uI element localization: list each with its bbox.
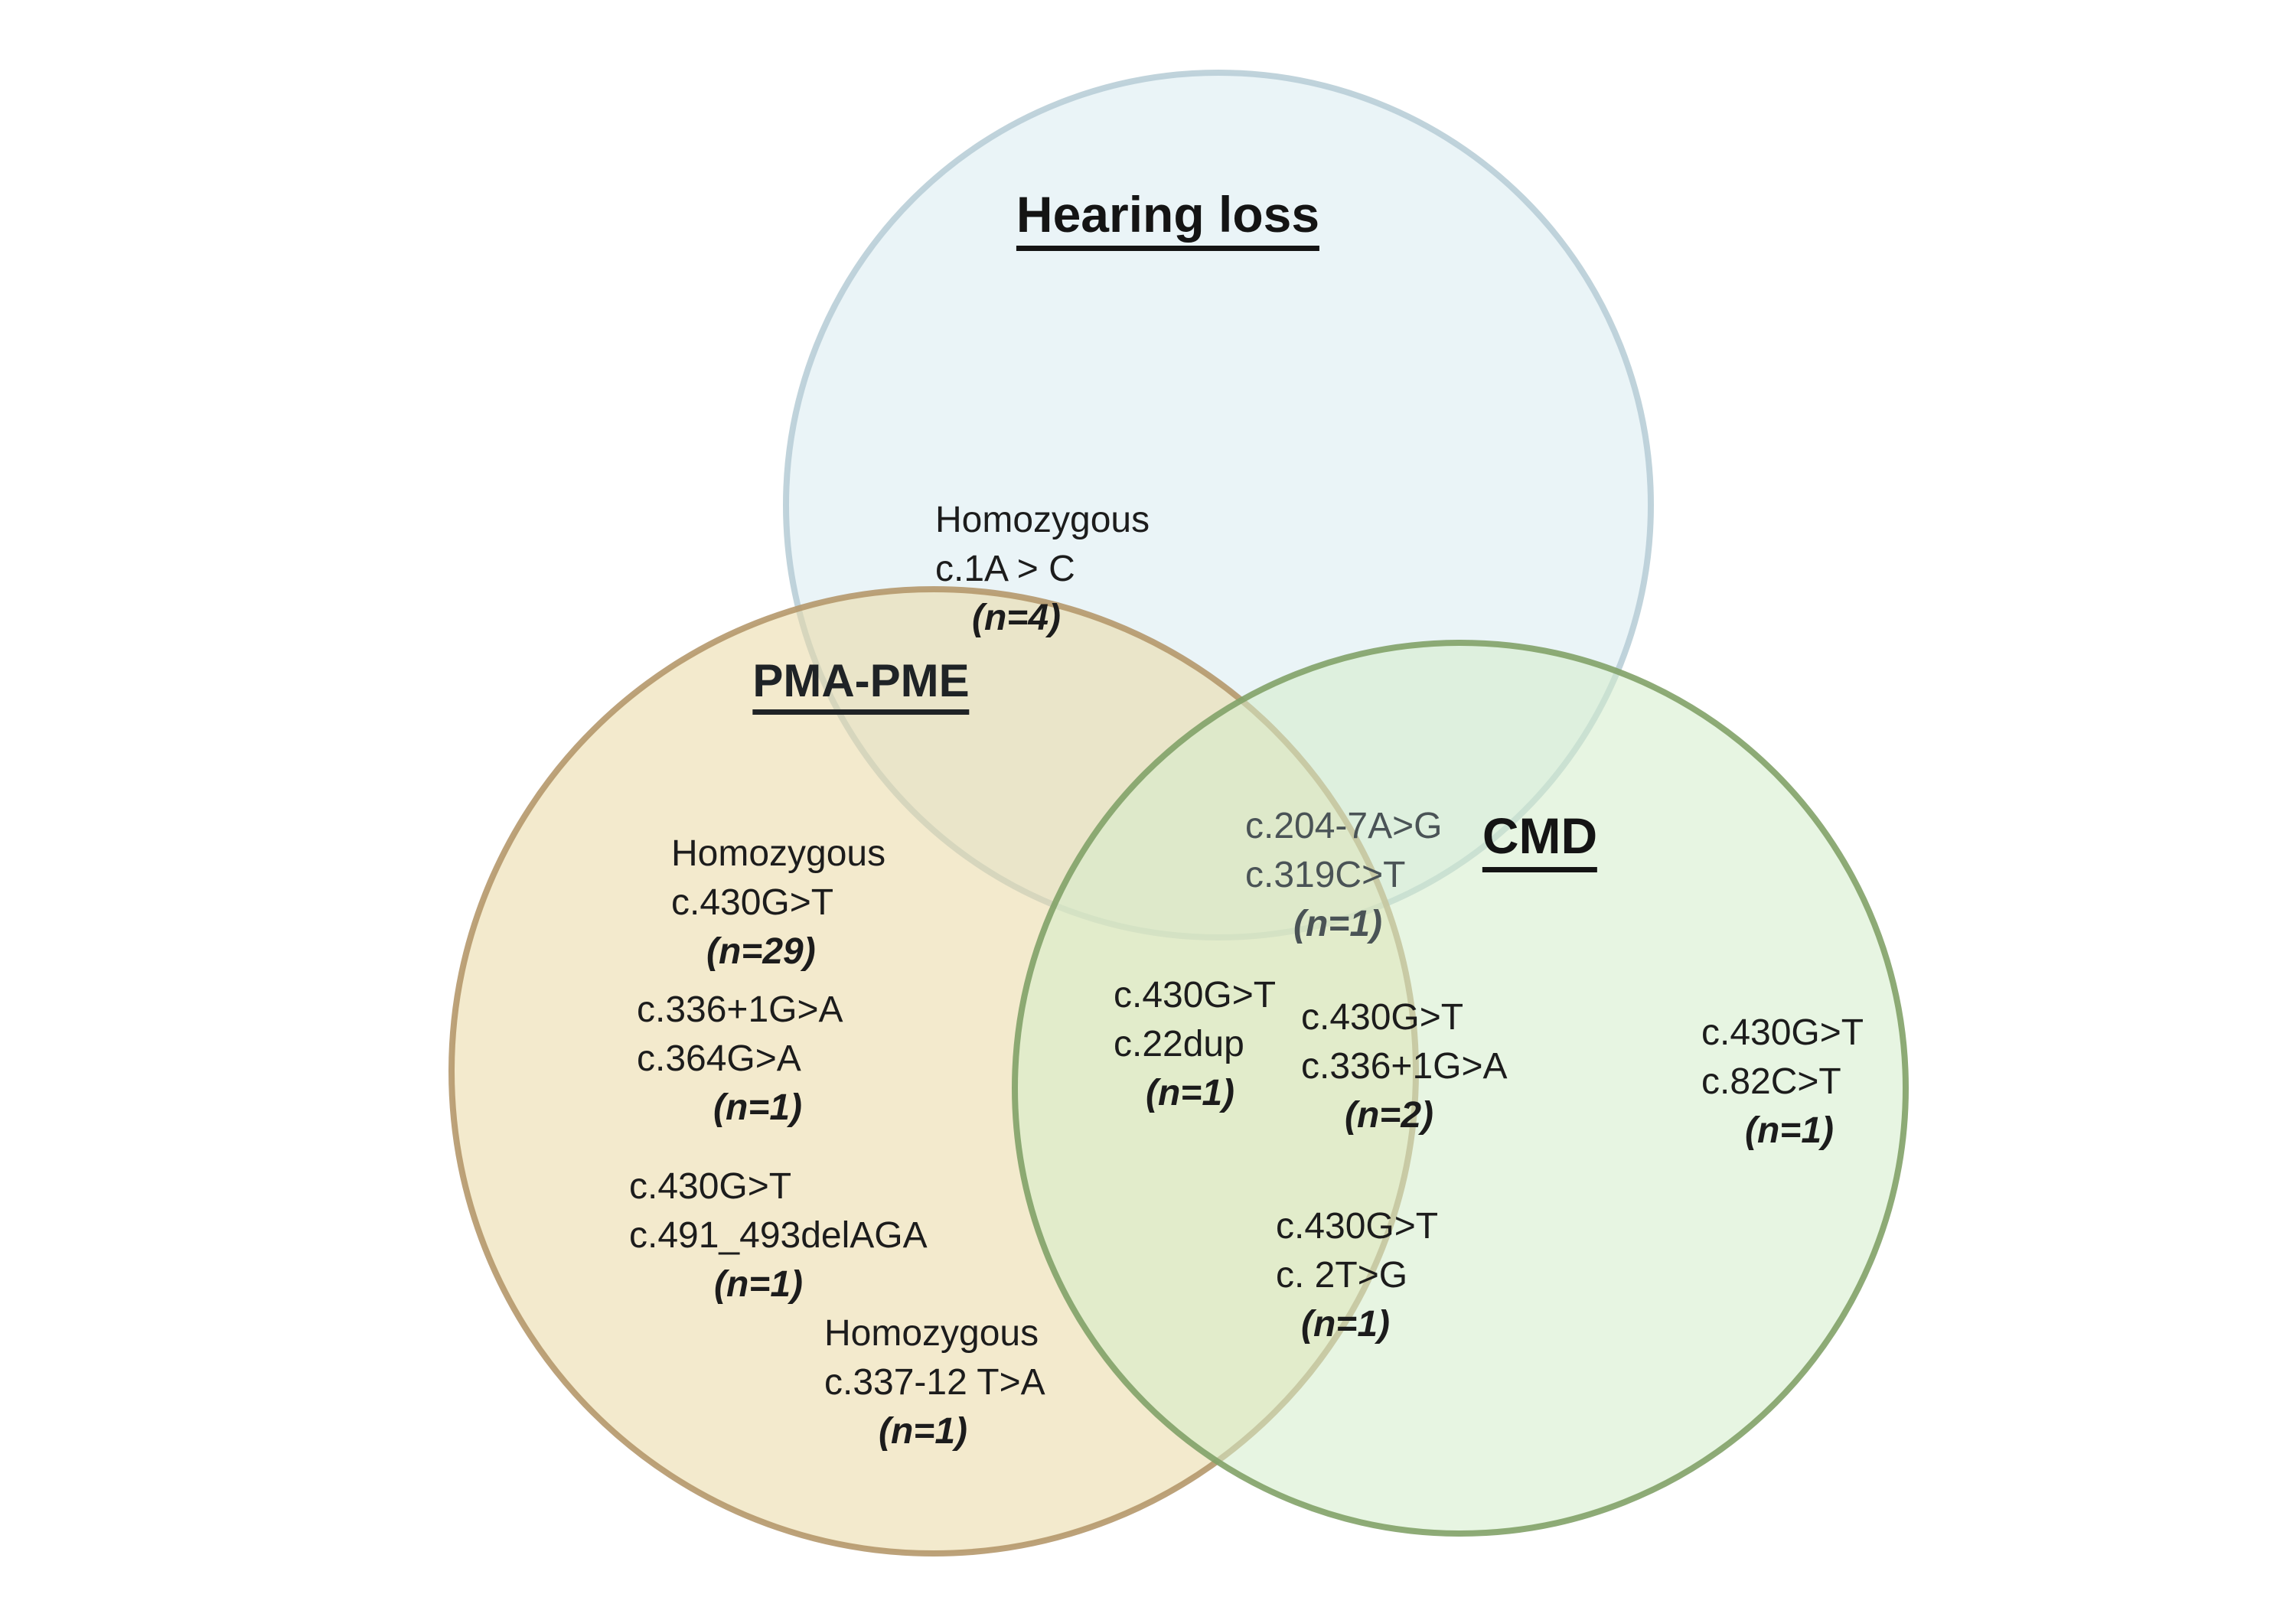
count-label: (n=29) xyxy=(706,931,816,972)
label-pmapme-491del: c.430G>T c.491_493delAGA (n=1) xyxy=(629,1162,928,1309)
variant-line: c.430G>T xyxy=(1276,1206,1439,1247)
variant-line: c.430G>T xyxy=(1114,975,1277,1015)
variant-line: c.430G>T xyxy=(1701,1012,1864,1053)
label-pmapme-336-364: c.336+1G>A c.364G>A (n=1) xyxy=(637,986,843,1133)
count-label: (n=1) xyxy=(1301,1304,1391,1345)
variant-line: c.336+1G>A xyxy=(637,989,843,1030)
variant-line: c.204-7A>G xyxy=(1245,806,1443,846)
variant-line: c.319C>T xyxy=(1245,855,1406,895)
cmd-circle xyxy=(1012,640,1909,1537)
variant-line: c.430G>T xyxy=(629,1166,792,1207)
variant-line: c.337-12 T>A xyxy=(824,1362,1045,1403)
pma-pme-title: PMA-PME xyxy=(752,657,970,715)
variant-line: c.491_493delAGA xyxy=(629,1215,928,1256)
count-label: (n=2) xyxy=(1345,1095,1434,1136)
label-pmapme-cmd-336: c.430G>T c.336+1G>A (n=2) xyxy=(1301,993,1508,1140)
count-label: (n=4) xyxy=(972,598,1062,638)
variant-line: c.430G>T xyxy=(671,882,834,923)
hearing-loss-title: Hearing loss xyxy=(1016,187,1320,252)
label-pmapme-homozygous-430: Homozygous c.430G>T (n=29) xyxy=(671,830,885,976)
variant-line: c.1A > C xyxy=(935,549,1075,589)
count-label: (n=1) xyxy=(713,1087,803,1128)
variant-line: Homozygous xyxy=(671,833,886,874)
label-triple-intersection: c.204-7A>G c.319C>T (n=1) xyxy=(1245,802,1442,949)
label-pmapme-337-12: Homozygous c.337-12 T>A (n=1) xyxy=(824,1309,1045,1456)
label-cmd-only: c.430G>T c.82C>T (n=1) xyxy=(1701,1009,1864,1156)
count-label: (n=1) xyxy=(714,1264,804,1305)
label-pmapme-cmd-22dup: c.430G>T c.22dup (n=1) xyxy=(1114,971,1276,1118)
count-label: (n=1) xyxy=(1146,1073,1235,1113)
variant-line: c.364G>A xyxy=(637,1038,801,1079)
count-label: (n=1) xyxy=(1745,1110,1835,1151)
variant-line: c.82C>T xyxy=(1701,1061,1841,1102)
variant-line: c.22dup xyxy=(1114,1024,1244,1064)
count-label: (n=1) xyxy=(1293,904,1383,944)
cmd-title: CMD xyxy=(1482,809,1598,873)
variant-line: Homozygous xyxy=(824,1313,1039,1354)
variant-line: c.336+1G>A xyxy=(1301,1046,1508,1087)
variant-line: Homozygous xyxy=(935,500,1150,540)
count-label: (n=1) xyxy=(879,1411,968,1452)
label-pmapme-cmd-2tg: c.430G>T c. 2T>G (n=1) xyxy=(1276,1202,1438,1349)
label-hearingloss-pmapme: Homozygous c.1A > C (n=4) xyxy=(935,496,1150,643)
variant-line: c. 2T>G xyxy=(1276,1255,1408,1296)
variant-line: c.430G>T xyxy=(1301,997,1464,1038)
